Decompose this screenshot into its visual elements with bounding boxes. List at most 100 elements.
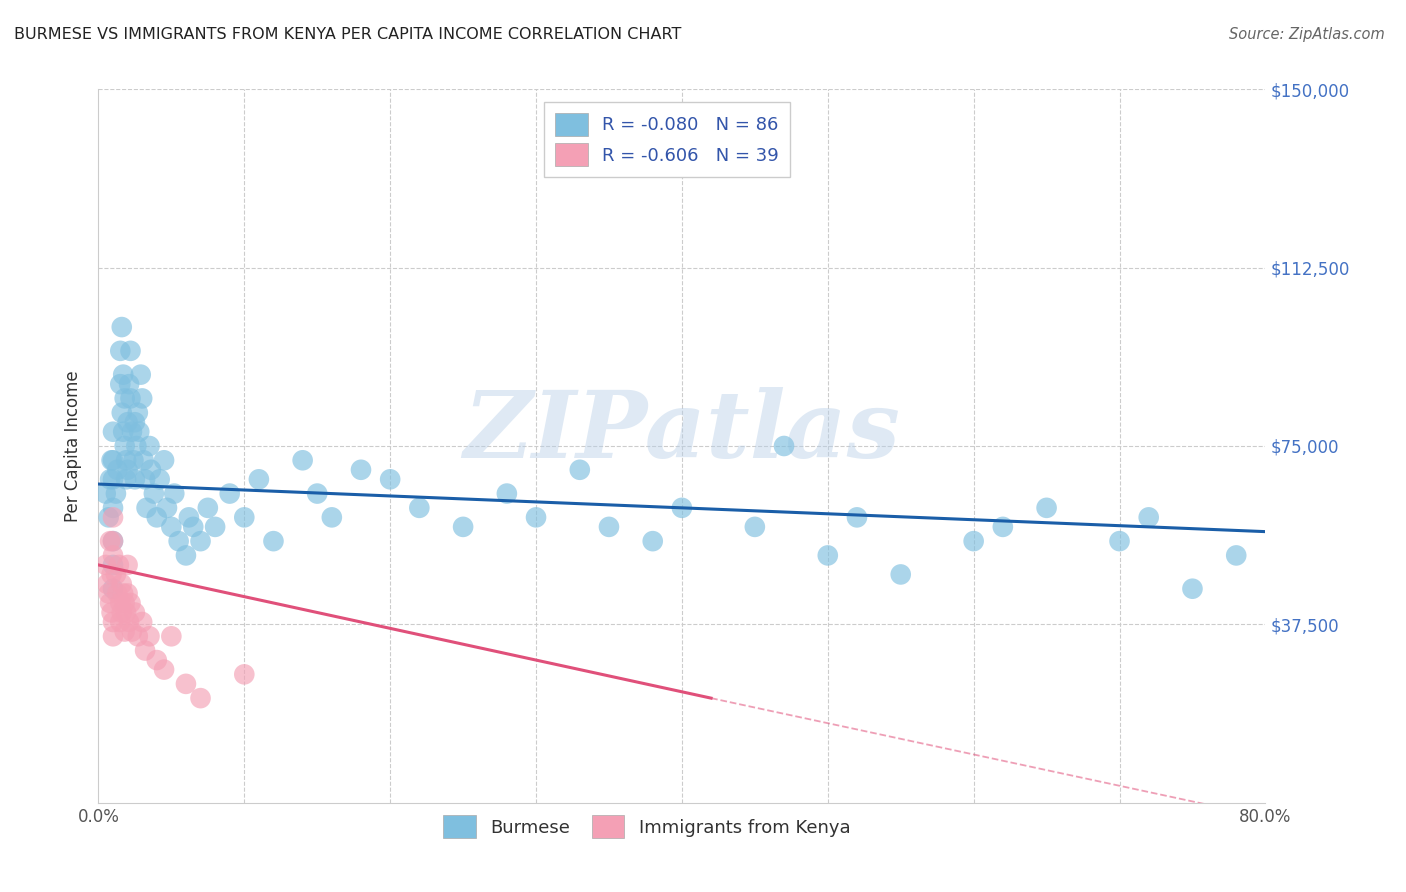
Point [101, 453, 124, 467]
Point [408, 500, 430, 515]
Point [991, 520, 1014, 534]
Point [197, 500, 219, 515]
Point [496, 486, 519, 500]
Point [94, 486, 117, 500]
Point [120, 392, 142, 406]
Point [110, 377, 132, 392]
Point [114, 624, 136, 639]
Point [98, 596, 121, 610]
Point [98, 534, 121, 549]
Point [111, 606, 134, 620]
Point [1181, 582, 1204, 596]
Point [131, 392, 153, 406]
Point [153, 453, 176, 467]
Point [100, 453, 122, 467]
Point [160, 629, 183, 643]
Point [115, 606, 138, 620]
Point [568, 463, 591, 477]
Point [181, 520, 204, 534]
Point [598, 520, 620, 534]
Text: Source: ZipAtlas.com: Source: ZipAtlas.com [1229, 27, 1385, 42]
Point [110, 596, 132, 610]
Point [128, 425, 150, 439]
Point [524, 510, 547, 524]
Point [174, 549, 197, 563]
Point [160, 520, 183, 534]
Point [101, 472, 124, 486]
Point [190, 534, 212, 549]
Point [98, 472, 121, 486]
Point [97, 586, 120, 600]
Point [149, 472, 172, 486]
Point [117, 558, 139, 572]
Point [124, 606, 146, 620]
Point [112, 586, 135, 600]
Point [101, 615, 124, 629]
Point [262, 534, 284, 549]
Point [163, 486, 186, 500]
Point [146, 510, 169, 524]
Point [121, 425, 143, 439]
Point [114, 392, 136, 406]
Point [138, 629, 160, 643]
Point [156, 500, 179, 515]
Point [105, 586, 128, 600]
Point [247, 472, 270, 486]
Point [117, 463, 139, 477]
Point [177, 510, 200, 524]
Point [204, 520, 226, 534]
Point [101, 534, 124, 549]
Point [122, 453, 145, 467]
Point [135, 500, 157, 515]
Point [132, 453, 155, 467]
Point [117, 586, 139, 600]
Point [1225, 549, 1247, 563]
Point [846, 510, 869, 524]
Point [127, 406, 149, 420]
Point [101, 425, 124, 439]
Point [233, 667, 256, 681]
Point [101, 500, 124, 515]
Point [307, 486, 329, 500]
Point [110, 343, 132, 358]
Point [104, 567, 127, 582]
Point [101, 629, 124, 643]
Point [671, 500, 693, 515]
Point [101, 510, 124, 524]
Point [451, 520, 474, 534]
Point [118, 615, 141, 629]
Point [218, 486, 240, 500]
Point [380, 472, 402, 486]
Point [101, 534, 124, 549]
Point [118, 377, 141, 392]
Point [817, 549, 839, 563]
Point [773, 439, 796, 453]
Point [101, 582, 124, 596]
Point [153, 663, 176, 677]
Y-axis label: Per Capita Income: Per Capita Income [65, 370, 83, 522]
Point [112, 368, 135, 382]
Point [101, 549, 124, 563]
Point [124, 415, 146, 429]
Point [139, 463, 162, 477]
Point [101, 558, 124, 572]
Point [641, 534, 664, 549]
Point [100, 606, 122, 620]
Legend: Burmese, Immigrants from Kenya: Burmese, Immigrants from Kenya [434, 806, 859, 847]
Point [105, 463, 128, 477]
Point [350, 463, 373, 477]
Point [111, 577, 134, 591]
Point [115, 472, 138, 486]
Point [127, 629, 149, 643]
Point [146, 653, 169, 667]
Point [108, 558, 131, 572]
Point [134, 643, 156, 657]
Point [890, 567, 912, 582]
Point [129, 368, 152, 382]
Point [1137, 510, 1160, 524]
Point [190, 691, 212, 706]
Point [1108, 534, 1130, 549]
Point [744, 520, 766, 534]
Point [142, 486, 165, 500]
Point [134, 472, 156, 486]
